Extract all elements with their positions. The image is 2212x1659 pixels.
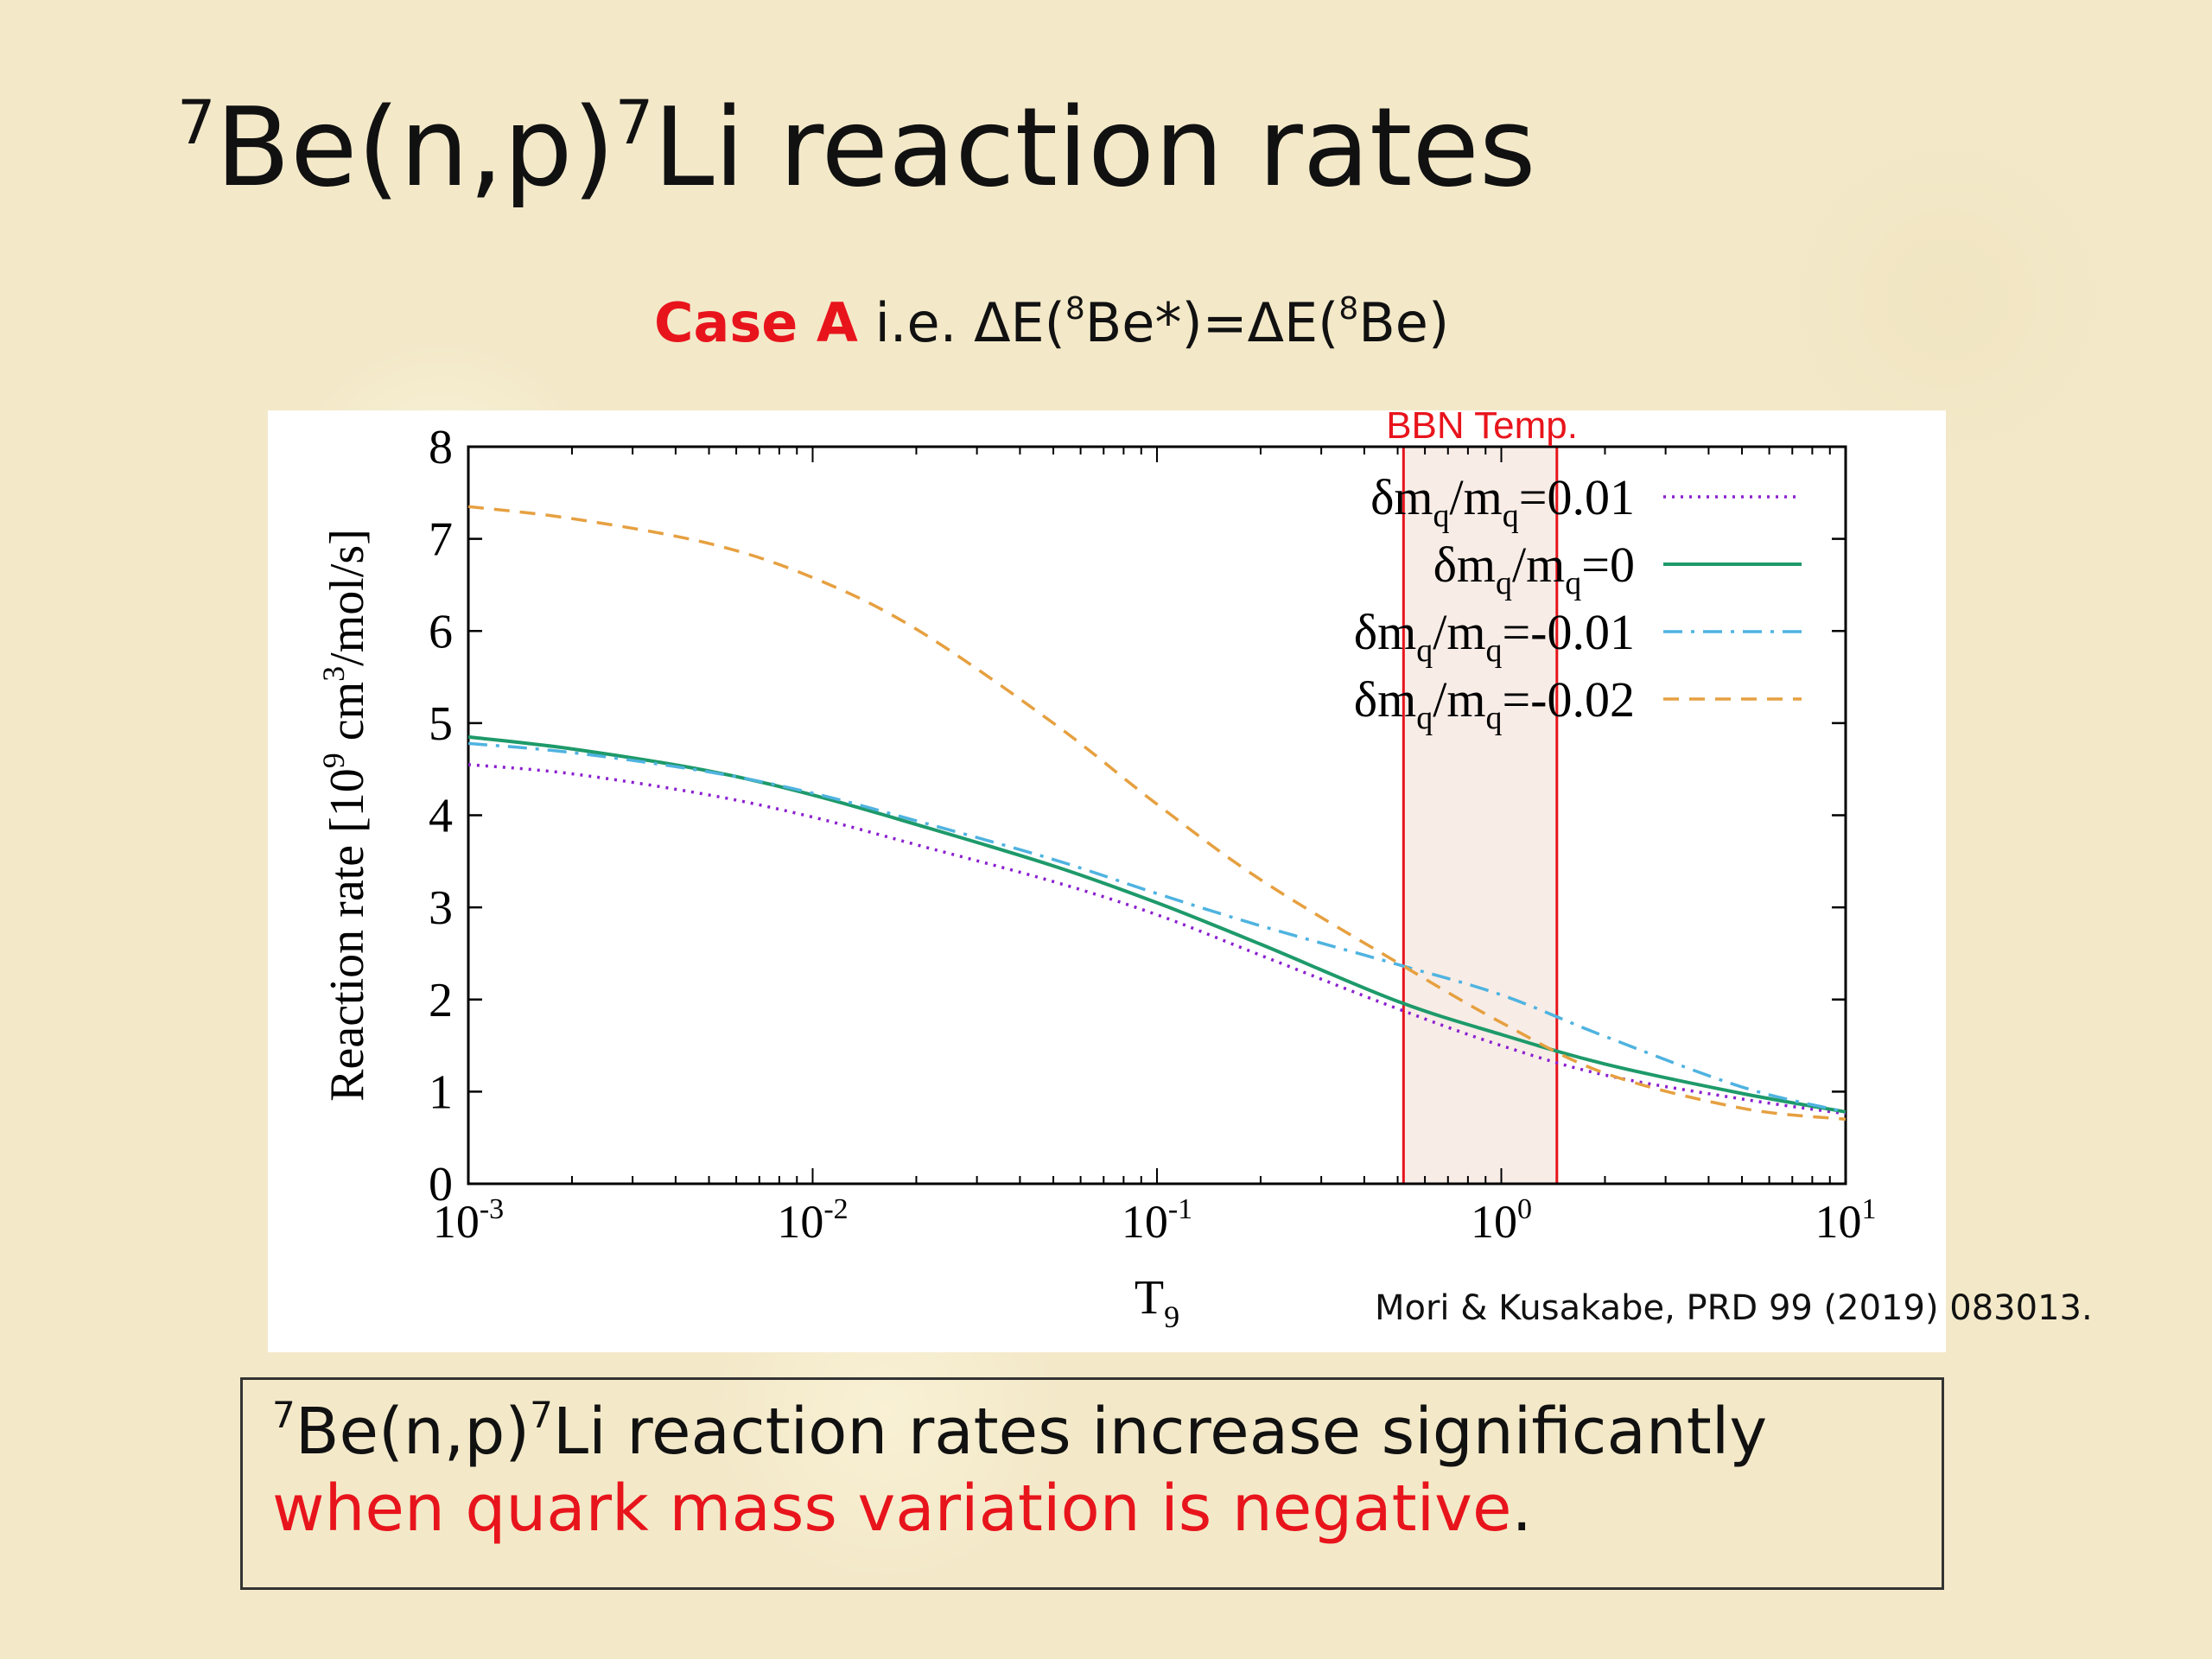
x-tick-exponent: 0: [1517, 1193, 1532, 1225]
series-line-0: [467, 763, 1847, 1116]
x-axis-label-main: T: [1135, 1271, 1164, 1325]
y-tick-label-8: 8: [429, 421, 453, 474]
legend-label-part: =-0.01: [1502, 604, 1635, 660]
citation: Mori & Kusakabe, PRD 99 (2019) 083013.: [1375, 1288, 2093, 1328]
x-tick-label--2: 10-2: [777, 1193, 848, 1248]
title-text-2: Li reaction rates: [653, 84, 1536, 211]
title-superscript-1: 7: [177, 87, 216, 158]
legend-label-part: /m: [1433, 604, 1485, 660]
legend-label-part: /m: [1512, 537, 1565, 593]
chart-panel: 0 1 2 3 4 5 6 7 8 10-3 10-2 10-1 100 101 T9 Reaction ra…: [268, 410, 1946, 1352]
legend-label-part: δm: [1354, 604, 1416, 660]
legend-label-sub: q: [1416, 632, 1433, 669]
series-line-1: [467, 734, 1847, 1114]
x-axis-label: T9: [1135, 1271, 1179, 1334]
y-tick-label-2: 2: [429, 974, 453, 1027]
y-tick-label-4: 4: [429, 790, 453, 843]
legend-label-part: =0.01: [1519, 469, 1635, 525]
summary-superscript-1: 7: [272, 1394, 296, 1436]
x-tick-exponent: -3: [480, 1193, 504, 1225]
series-line-3: [467, 505, 1847, 1122]
legend-label-sub: q: [1433, 498, 1450, 534]
y-tick-label-0: 0: [429, 1158, 453, 1211]
summary-highlight: when quark mass variation is negative: [272, 1471, 1512, 1546]
x-tick-label--3: 10-3: [433, 1193, 504, 1248]
case-subtitle: Case A i.e. ΔE(8Be*)=ΔE(8Be): [654, 290, 1449, 355]
title-superscript-2: 7: [614, 87, 654, 158]
legend-label-sub: q: [1485, 632, 1502, 669]
x-tick-exponent: -2: [823, 1193, 848, 1225]
summary-text-2: Li reaction rates increase significantly: [552, 1395, 1768, 1469]
legend-label-sub: q: [1496, 565, 1512, 601]
y-axis-label-1: Reaction rate [10: [321, 768, 374, 1102]
summary-text-1: Be(n,p): [295, 1395, 531, 1469]
x-tick-label--1: 10-1: [1122, 1193, 1192, 1248]
y-axis-label: Reaction rate [109 cm3/mol/s]: [316, 529, 374, 1102]
y-axis-label-2: cm: [321, 682, 374, 753]
subtitle-text-2: Be*)=ΔE(: [1084, 291, 1339, 354]
legend-label-sub: q: [1565, 565, 1581, 601]
legend-label-2: δmq/mq=-0.01: [1354, 604, 1635, 669]
x-axis-label-sub: 9: [1164, 1300, 1179, 1334]
y-tick-label-6: 6: [429, 605, 453, 658]
x-tick-exponent: 1: [1862, 1193, 1877, 1225]
x-tick-label-0: 100: [1471, 1193, 1532, 1248]
subtitle-text-1: i.e. ΔE(: [857, 291, 1065, 354]
legend-label-part: /m: [1450, 469, 1503, 525]
y-tick-label-1: 1: [429, 1065, 453, 1119]
legend-label-sub: q: [1416, 700, 1433, 736]
x-tick-base: 10: [777, 1196, 823, 1248]
legend-label-part: =0: [1581, 537, 1635, 593]
x-tick-base: 10: [1815, 1196, 1862, 1248]
legend-label-part: δm: [1433, 537, 1496, 593]
y-axis-label-sup-1: 9: [316, 753, 351, 768]
subtitle-superscript-1: 8: [1065, 291, 1085, 327]
slide-title: 7Be(n,p)7Li reaction rates: [177, 82, 1536, 213]
y-tick-label-3: 3: [429, 881, 453, 935]
subtitle-superscript-2: 8: [1338, 291, 1359, 327]
legend-label-sub: q: [1485, 700, 1502, 736]
summary-period: .: [1511, 1471, 1533, 1546]
summary-box: 7Be(n,p)7Li reaction rates increase sign…: [240, 1377, 1944, 1590]
x-tick-exponent: -1: [1168, 1193, 1192, 1225]
case-label: Case A: [654, 291, 858, 354]
legend-label-0: δmq/mq=0.01: [1370, 469, 1635, 534]
legend-label-part: δm: [1370, 469, 1433, 525]
x-tick-label-1: 101: [1815, 1193, 1877, 1248]
legend-label-part: =-0.02: [1502, 671, 1635, 728]
title-text-1: Be(n,p): [215, 84, 615, 211]
legend-label-part: /m: [1433, 671, 1485, 728]
y-axis-label-sup-2: 3: [316, 666, 351, 682]
subtitle-text-3: Be): [1358, 291, 1450, 354]
summary-line-2: when quark mass variation is negative.: [272, 1471, 1919, 1548]
series-line-2: [467, 741, 1847, 1114]
summary-superscript-2: 7: [530, 1394, 553, 1436]
legend-label-1: δmq/mq=0: [1433, 537, 1635, 601]
legend-label-part: δm: [1354, 671, 1416, 728]
y-axis-label-3: /mol/s]: [321, 529, 374, 666]
bbn-temp-label: BBN Temp.: [1386, 410, 1578, 447]
x-tick-base: 10: [1471, 1196, 1517, 1248]
legend-label-sub: q: [1503, 498, 1519, 534]
y-tick-label-5: 5: [429, 697, 453, 751]
summary-line-1: 7Be(n,p)7Li reaction rates increase sign…: [272, 1394, 1919, 1471]
y-tick-label-7: 7: [429, 513, 453, 567]
x-tick-base: 10: [433, 1196, 480, 1248]
bbn-band: [1402, 445, 1559, 1185]
x-tick-base: 10: [1122, 1196, 1168, 1248]
legend-label-3: δmq/mq=-0.02: [1354, 671, 1635, 736]
